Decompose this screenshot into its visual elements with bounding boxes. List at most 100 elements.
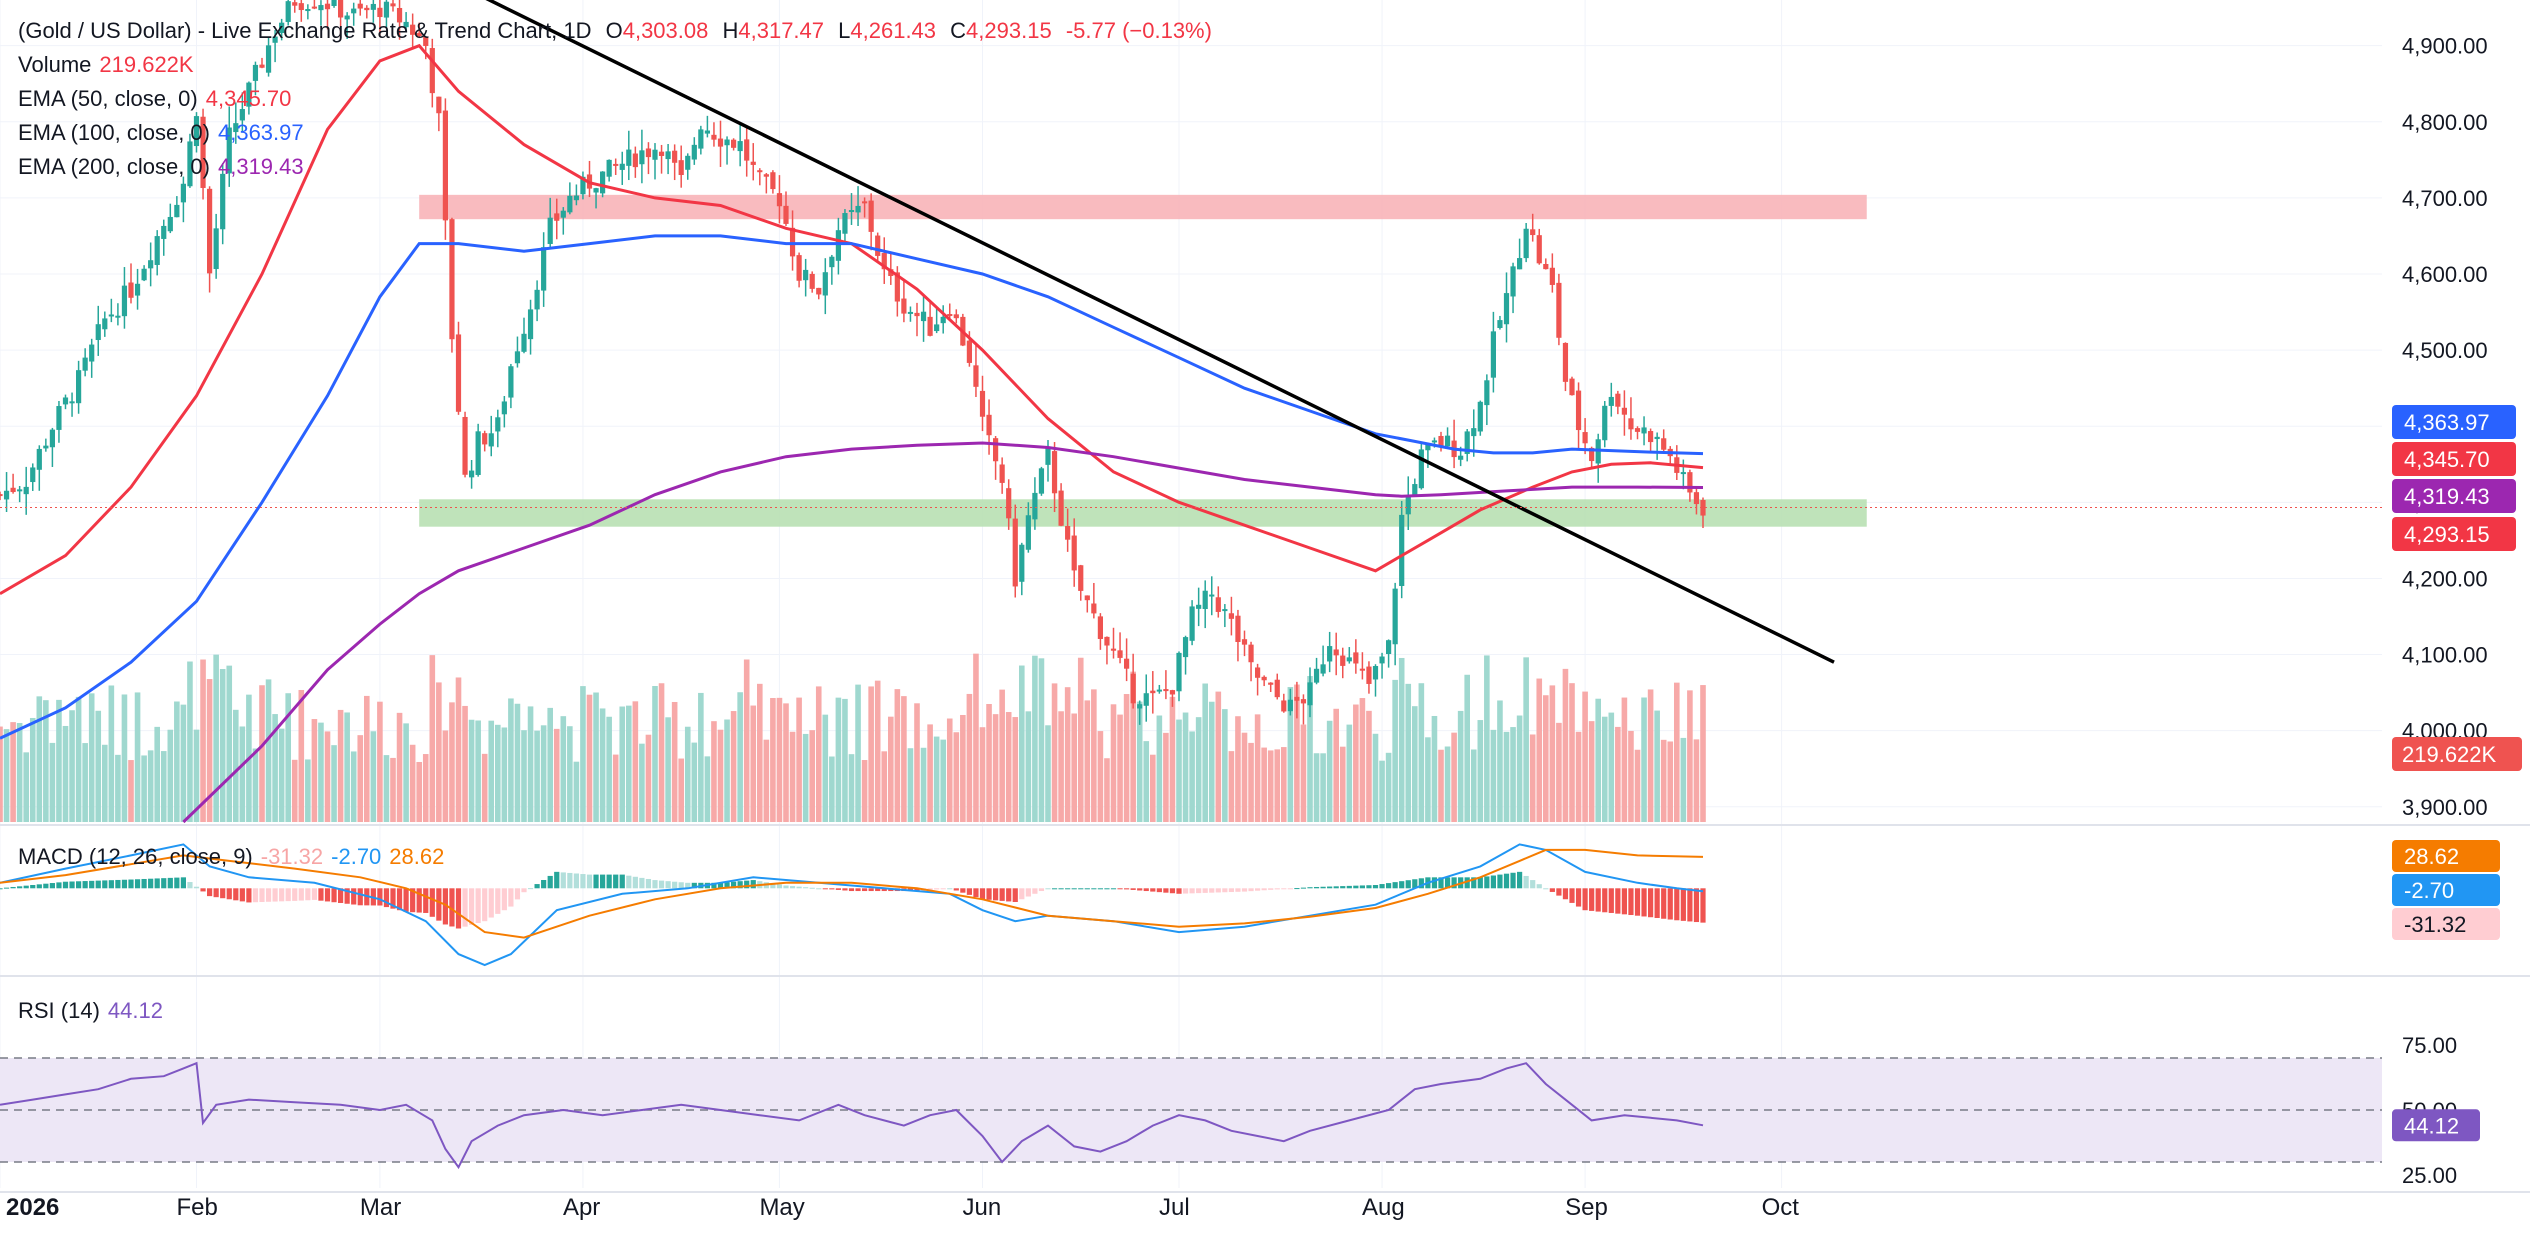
macd-hist-bar: [200, 888, 206, 892]
candle-body: [49, 429, 55, 448]
volume-bar: [1202, 683, 1208, 822]
candle-body: [914, 312, 920, 317]
volume-bar: [1628, 730, 1634, 822]
volume-bar: [914, 703, 920, 822]
volume-bar: [43, 700, 49, 822]
volume-bar: [422, 754, 429, 822]
candle-body: [534, 289, 540, 310]
volume-bar: [200, 659, 206, 822]
volume-bar: [1156, 715, 1163, 822]
volume-bar: [1379, 760, 1385, 822]
candle-body: [298, 3, 304, 11]
candle-body: [986, 414, 992, 436]
candle-body: [1255, 667, 1261, 678]
price-label-tag: [2392, 517, 2516, 551]
candle-body: [429, 48, 435, 94]
macd-hist-bar: [711, 882, 717, 889]
candle-body: [1372, 666, 1379, 680]
macd-hist-bar: [154, 878, 160, 889]
candle-body: [1104, 636, 1110, 646]
candle-body: [1399, 514, 1405, 586]
volume-bar: [567, 726, 573, 822]
volume-bar: [1595, 698, 1601, 822]
candle-body: [1320, 664, 1326, 674]
macd-hist-bar: [1307, 887, 1313, 889]
macd-hist-bar: [121, 879, 128, 889]
candle-body: [1359, 668, 1365, 671]
candle-body: [508, 366, 514, 398]
candle-body: [521, 333, 527, 352]
candle-body: [776, 193, 783, 207]
volume-bar: [29, 717, 36, 822]
candle-body: [279, 22, 285, 34]
volume-bar: [213, 654, 219, 822]
candle-body: [43, 445, 49, 449]
candle-body: [1156, 689, 1162, 692]
macd-hist-bar: [23, 885, 29, 889]
macd-hist-bar: [979, 888, 986, 900]
macd-hist-bar: [344, 888, 350, 904]
volume-bar: [1464, 674, 1470, 822]
candle-body: [62, 397, 69, 405]
macd-hist-bar: [1294, 888, 1300, 890]
macd-hist-bar: [482, 888, 488, 922]
macd-hist-bar: [1196, 888, 1202, 894]
volume-bar: [36, 696, 43, 822]
macd-hist-bar: [226, 888, 232, 900]
legend-ema50[interactable]: EMA (50, close, 0) 4,345.70: [18, 86, 292, 111]
macd-hist-bar: [1097, 888, 1103, 890]
volume-bar: [671, 701, 678, 822]
candle-body: [966, 340, 972, 363]
volume-bar: [652, 686, 658, 822]
volume-bar: [475, 720, 481, 822]
macd-hist-bar: [862, 888, 868, 892]
candle-body: [1196, 604, 1202, 609]
volume-bar: [481, 753, 488, 822]
ohlc-low: L4,261.43: [838, 18, 937, 43]
macd-hist-bar: [626, 875, 632, 889]
ema-line-1: [0, 234, 1704, 740]
macd-hist-bar: [1084, 888, 1090, 890]
macd-hist-bar: [1641, 888, 1647, 917]
time-tick-label: Feb: [177, 1194, 218, 1221]
macd-hist-bar: [82, 881, 88, 889]
candle-body: [724, 139, 730, 146]
candle-body: [1215, 597, 1221, 612]
volume-bar: [1667, 741, 1674, 822]
macd-hist-bar: [1615, 888, 1621, 914]
macd-hist-bar: [495, 888, 501, 914]
macd-tag-text: 28.62: [2404, 844, 2459, 869]
trendline[interactable]: [0, 0, 2382, 664]
candle-body: [495, 417, 501, 432]
volume-bar: [350, 751, 357, 822]
candle-body: [1530, 229, 1536, 236]
macd-hist-bar: [1176, 888, 1182, 894]
candle-body: [1503, 293, 1510, 325]
candle-body: [1575, 390, 1582, 431]
candle-body: [731, 139, 737, 148]
candle-body: [1045, 448, 1051, 465]
candle-body: [1202, 590, 1208, 610]
candle-body: [1386, 640, 1392, 654]
rsi-legend[interactable]: RSI (14) 44.12: [18, 998, 163, 1023]
volume-bar: [265, 679, 272, 822]
legend-ema200[interactable]: EMA (200, close, 0) 4,319.43: [18, 154, 304, 179]
legend-volume[interactable]: Volume 219.622K: [18, 52, 194, 77]
symbol-title[interactable]: (Gold / US Dollar) - Live Exchange Rate …: [18, 18, 592, 43]
candle-body: [835, 230, 841, 261]
macd-hist-bar: [835, 888, 841, 890]
volume-bar: [501, 727, 508, 822]
legend-ema100[interactable]: EMA (100, close, 0) 4,363.97: [18, 120, 304, 145]
macd-hist-bar: [717, 882, 724, 889]
volume-bar: [1412, 706, 1418, 822]
candle-body: [1071, 535, 1077, 571]
candle-body: [442, 110, 448, 221]
candle-body: [488, 433, 494, 447]
macd-hist-bar: [141, 878, 147, 889]
candle-body: [1628, 418, 1634, 430]
macd-legend[interactable]: MACD (12, 26, close, 9) -31.32 -2.70 28.62: [18, 844, 445, 869]
price-tick-label: 4,800.00: [2402, 110, 2488, 135]
time-tick-label: Jun: [963, 1194, 1002, 1221]
candle-body: [1163, 689, 1169, 692]
